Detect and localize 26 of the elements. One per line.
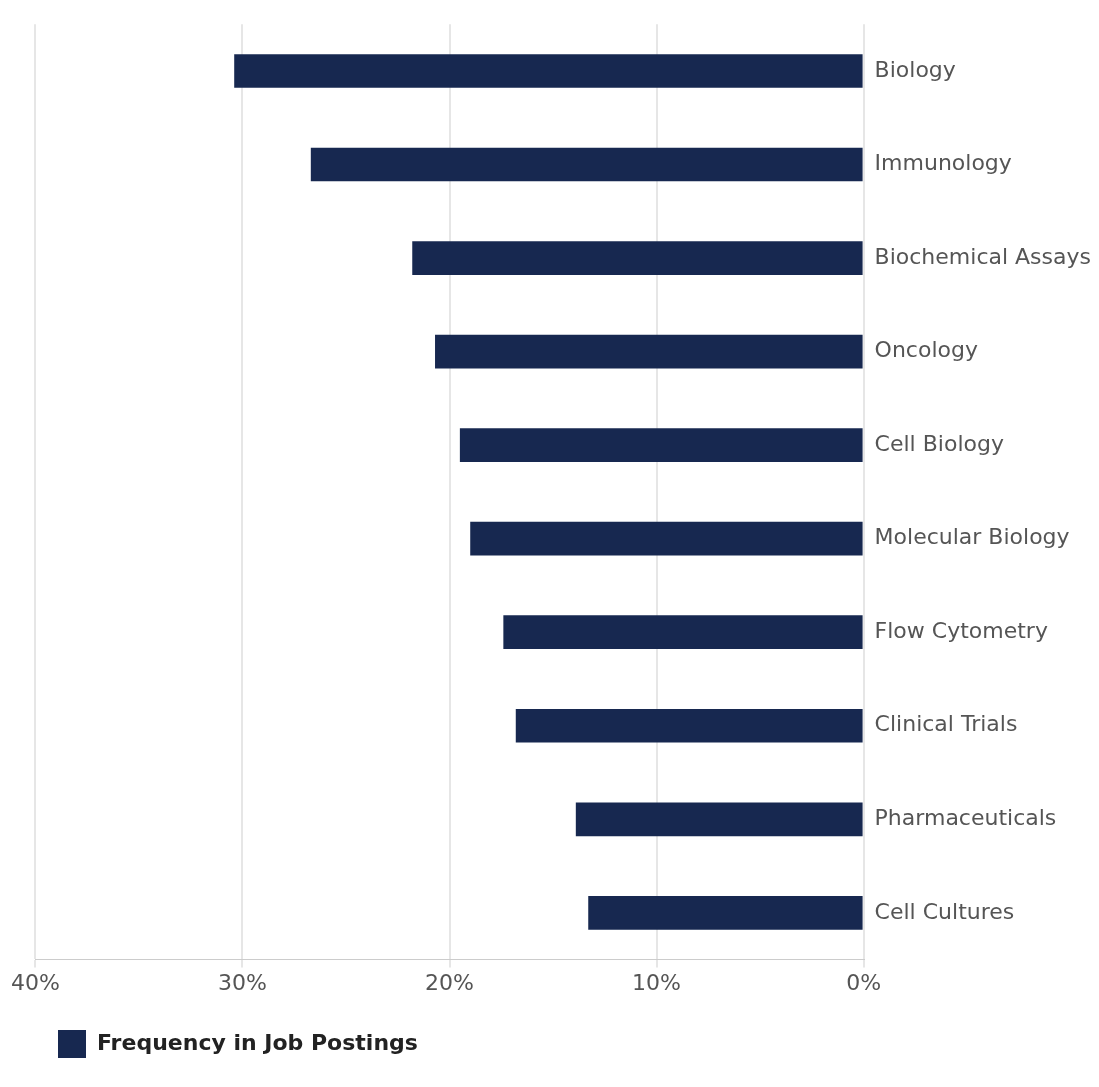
- x-tick-label: 0%: [846, 969, 882, 995]
- x-tick-label: 20%: [425, 969, 474, 995]
- bar: [575, 802, 863, 837]
- bar: [503, 615, 863, 650]
- y-tick-label: Pharmaceuticals: [874, 805, 1057, 831]
- y-tick-label: Oncology: [874, 337, 978, 363]
- x-tick-label: 40%: [11, 969, 60, 995]
- x-tick-label: 30%: [218, 969, 267, 995]
- y-tick-label: Immunology: [874, 150, 1012, 176]
- bar: [470, 521, 863, 556]
- y-tick-label: Biochemical Assays: [874, 243, 1091, 269]
- bar: [234, 54, 863, 88]
- y-tick-label: Molecular Biology: [874, 524, 1070, 550]
- bar: [588, 895, 863, 930]
- bar: [459, 428, 863, 462]
- bar: [435, 334, 863, 369]
- bar: [515, 708, 863, 743]
- y-tick-label: Cell Biology: [874, 430, 1004, 456]
- bar: [412, 241, 863, 275]
- bar: [310, 147, 863, 182]
- legend-label: Frequency in Job Postings: [97, 1029, 418, 1055]
- y-tick-label: Clinical Trials: [874, 711, 1018, 737]
- x-tick-label: 10%: [632, 969, 682, 995]
- y-tick-label: Flow Cytometry: [874, 617, 1048, 643]
- y-tick-label: Cell Cultures: [874, 898, 1015, 924]
- y-tick-label: Biology: [874, 56, 956, 82]
